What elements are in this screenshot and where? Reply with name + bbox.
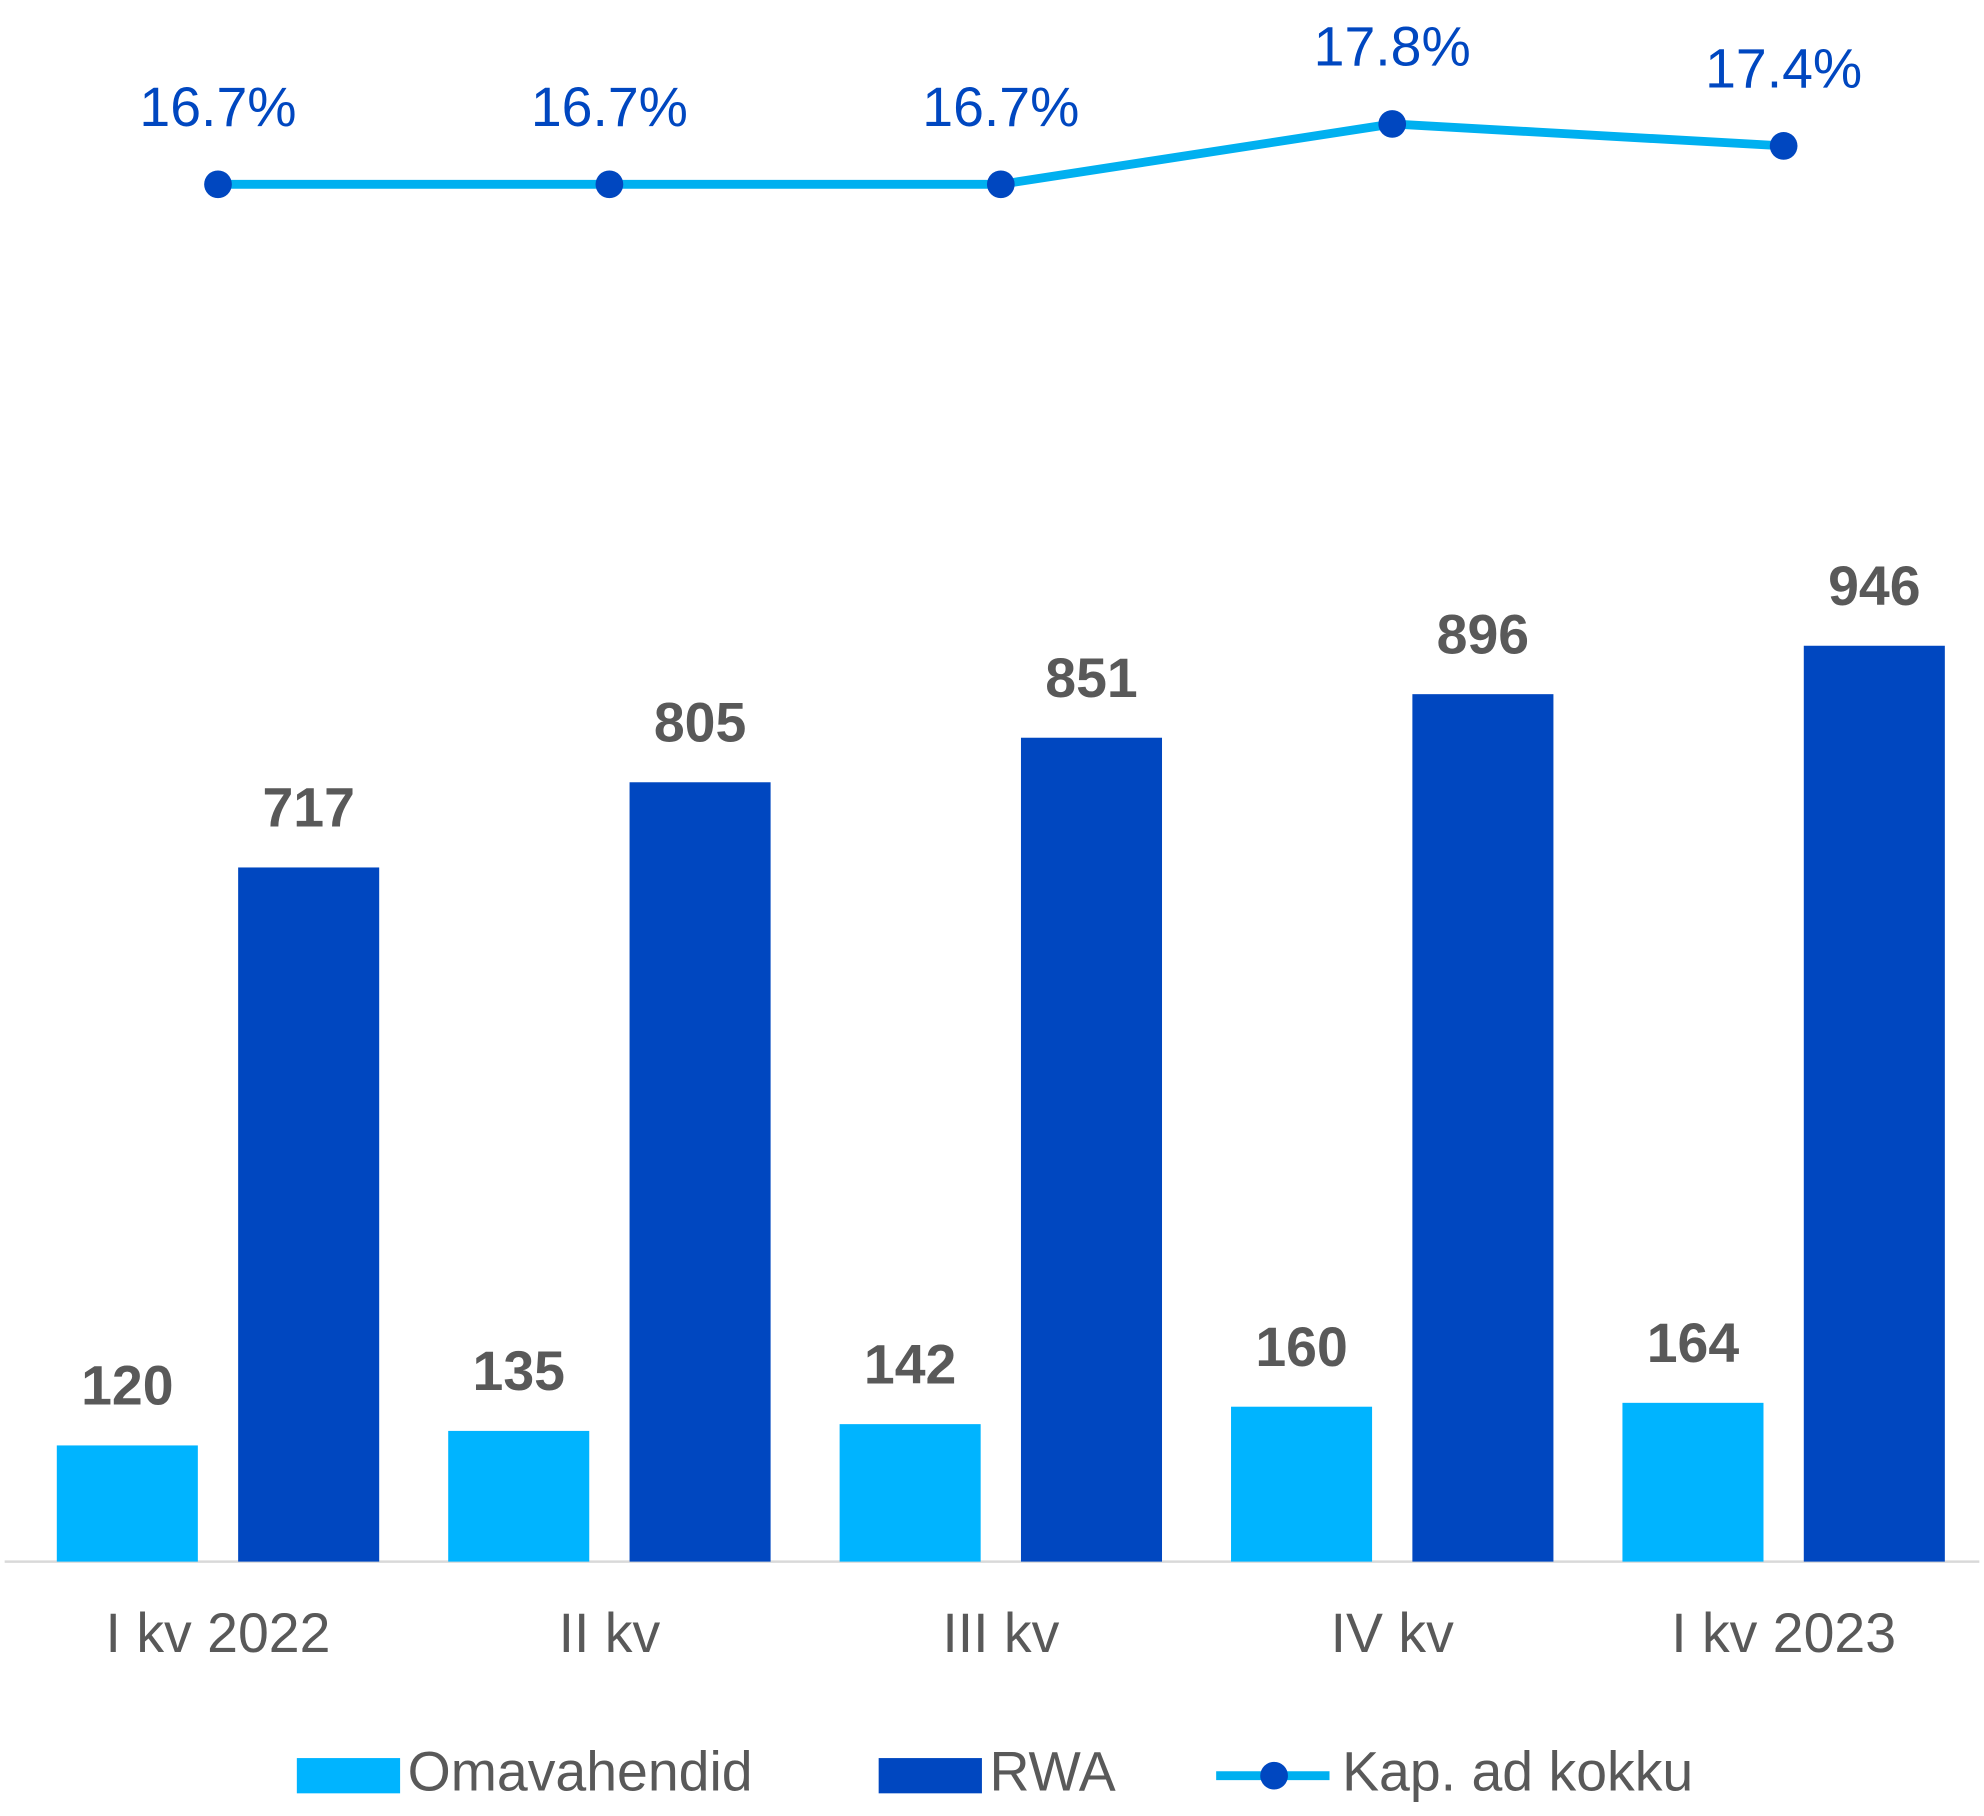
line-label: 16.7% — [531, 76, 688, 138]
bar-label: 142 — [864, 1333, 956, 1395]
x-tick-label: II kv — [559, 1602, 661, 1664]
bar — [448, 1430, 590, 1562]
bar-label: 946 — [1828, 555, 1920, 617]
line-marker — [204, 170, 232, 199]
bar-label: 160 — [1255, 1316, 1347, 1378]
bar — [629, 782, 771, 1562]
line-label: 16.7% — [139, 76, 296, 138]
line-marker — [595, 170, 624, 199]
legend-label: Kap. ad kokku — [1342, 1740, 1693, 1802]
bar — [1622, 1402, 1764, 1562]
bar — [238, 867, 380, 1562]
x-tick-label: IV kv — [1331, 1602, 1454, 1664]
line-marker — [986, 170, 1015, 199]
bar-label: 120 — [81, 1355, 173, 1417]
legend-label: Omavahendid — [408, 1740, 753, 1802]
line-label: 17.8% — [1314, 16, 1471, 78]
line-marker — [1769, 132, 1798, 160]
bar-label: 851 — [1045, 647, 1137, 709]
legend-label: RWA — [989, 1740, 1115, 1802]
bar-label: 717 — [262, 777, 354, 839]
line-label: 16.7% — [922, 76, 1079, 138]
bar-label: 164 — [1647, 1312, 1740, 1374]
bar — [839, 1424, 981, 1562]
bar-label: 896 — [1437, 603, 1529, 665]
line-label: 17.4% — [1705, 38, 1862, 100]
bar — [1231, 1406, 1373, 1562]
legend-marker — [1260, 1761, 1288, 1790]
bar — [1020, 737, 1163, 1562]
bar-label: 805 — [654, 691, 746, 753]
legend-swatch — [296, 1758, 401, 1794]
x-tick-label: I kv 2022 — [106, 1602, 331, 1664]
x-tick-label: I kv 2023 — [1671, 1602, 1896, 1664]
bar — [1412, 694, 1554, 1562]
bar-label: 135 — [473, 1340, 565, 1402]
legend-swatch — [878, 1758, 982, 1794]
bar — [56, 1445, 198, 1562]
line-marker — [1378, 110, 1407, 138]
bar — [1803, 645, 1945, 1562]
x-tick-label: III kv — [942, 1602, 1059, 1664]
